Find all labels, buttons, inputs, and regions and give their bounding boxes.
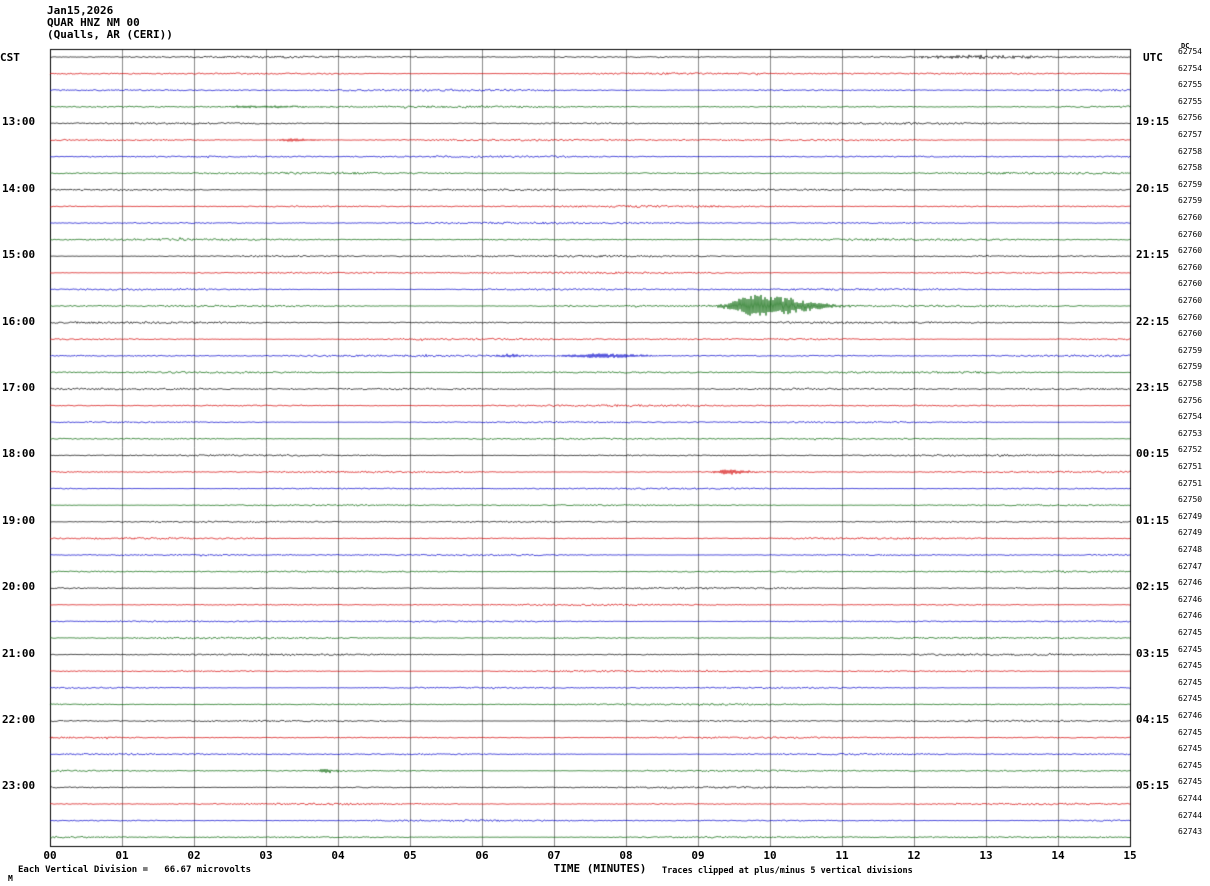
utc-time-label: 02:15 bbox=[1136, 580, 1170, 594]
cst-time-label: 13:00 bbox=[2, 115, 36, 129]
scale-note: Each Vertical Division = 66.67 microvolt… bbox=[18, 865, 251, 875]
dc-offset-value: 62745 bbox=[1178, 628, 1203, 637]
dc-offset-value: 62745 bbox=[1178, 661, 1203, 671]
cst-time-label: 19:00 bbox=[2, 513, 36, 527]
utc-time-label: 21:15 bbox=[1136, 248, 1170, 262]
dc-offset-value: 62746 bbox=[1178, 594, 1203, 604]
dc-offset-value: 62745 bbox=[1178, 744, 1203, 754]
dc-offset-value: 62760 bbox=[1178, 229, 1203, 239]
x-tick-label: 00 bbox=[43, 849, 57, 862]
dc-offset-value: 62757 bbox=[1178, 130, 1203, 139]
dc-offset-value: 62745 bbox=[1178, 694, 1203, 704]
dc-offset-value: 62759 bbox=[1178, 362, 1203, 372]
header-date: Jan15,2026 bbox=[47, 4, 114, 17]
utc-time-label: 01:15 bbox=[1136, 513, 1170, 527]
dc-offset-value: 62755 bbox=[1178, 80, 1203, 90]
header-location: (Qualls, AR (CERI)) bbox=[47, 28, 173, 41]
dc-offset-value: 62745 bbox=[1178, 677, 1203, 687]
dc-offset-value: 62758 bbox=[1178, 379, 1203, 388]
x-tick-label: 12 bbox=[907, 849, 921, 862]
dc-offset-value: 62753 bbox=[1178, 428, 1203, 438]
x-tick-label: 02 bbox=[187, 849, 201, 862]
x-tick-label: 14 bbox=[1051, 849, 1065, 862]
x-tick-label: 11 bbox=[835, 849, 849, 862]
x-tick-label: 07 bbox=[547, 849, 561, 862]
dc-offset-value: 62754 bbox=[1178, 47, 1203, 56]
clip-note: Traces clipped at plus/minus 5 vertical … bbox=[662, 866, 913, 876]
dc-offset-value: 62760 bbox=[1178, 312, 1203, 322]
utc-time-label: 23:15 bbox=[1136, 381, 1170, 394]
dc-offset-value: 62746 bbox=[1178, 711, 1203, 720]
dc-offset-value: 62747 bbox=[1178, 561, 1203, 571]
cst-time-label: 18:00 bbox=[2, 447, 36, 461]
dc-offset-value: 62760 bbox=[1178, 262, 1203, 272]
dc-offset-value: 62745 bbox=[1178, 644, 1203, 654]
x-tick-label: 01 bbox=[115, 849, 129, 862]
dc-offset-value: 62745 bbox=[1178, 760, 1203, 770]
x-tick-label: 06 bbox=[475, 849, 489, 862]
cst-time-label: 20:00 bbox=[2, 580, 36, 594]
utc-time-label: 04:15 bbox=[1136, 713, 1170, 726]
dc-axis-title: DC bbox=[1181, 42, 1190, 50]
cst-time-label: 17:00 bbox=[2, 381, 36, 394]
dc-offset-value: 62758 bbox=[1178, 163, 1203, 173]
dc-offset-value: 62745 bbox=[1178, 777, 1203, 787]
dc-offset-value: 62759 bbox=[1178, 196, 1203, 206]
dc-offset-value: 62754 bbox=[1178, 63, 1203, 73]
dc-offset-value: 62760 bbox=[1178, 246, 1203, 256]
utc-time-label: 05:15 bbox=[1136, 779, 1170, 793]
dc-offset-value: 62756 bbox=[1178, 395, 1203, 405]
x-axis-label: TIME (MINUTES) bbox=[553, 862, 647, 875]
x-tick-label: 04 bbox=[331, 849, 345, 862]
dc-offset-value: 62751 bbox=[1178, 462, 1203, 471]
dc-offset-value: 62760 bbox=[1178, 296, 1203, 305]
cst-time-label: 16:00 bbox=[2, 314, 36, 328]
dc-offset-value: 62754 bbox=[1178, 412, 1203, 422]
dc-offset-value: 62744 bbox=[1178, 794, 1203, 803]
dc-offset-value: 62746 bbox=[1178, 611, 1203, 621]
dc-offset-value: 62760 bbox=[1178, 213, 1203, 222]
dc-offset-value: 62751 bbox=[1178, 478, 1203, 488]
dc-offset-value: 62748 bbox=[1178, 545, 1203, 554]
x-tick-label: 13 bbox=[979, 849, 993, 862]
dc-offset-value: 62759 bbox=[1178, 179, 1203, 189]
utc-time-label: 22:15 bbox=[1136, 314, 1170, 328]
x-tick-label: 10 bbox=[763, 849, 777, 862]
cst-time-label: 22:00 bbox=[2, 713, 36, 726]
header-station: QUAR HNZ NM 00 bbox=[47, 16, 140, 29]
utc-time-label: 03:15 bbox=[1136, 646, 1170, 660]
dc-offset-value: 62749 bbox=[1178, 511, 1203, 521]
cst-time-label: 23:00 bbox=[2, 779, 36, 793]
dc-offset-value: 62756 bbox=[1178, 113, 1203, 123]
dc-offset-value: 62745 bbox=[1178, 727, 1203, 737]
dc-offset-value: 62744 bbox=[1178, 810, 1203, 820]
dc-offset-value: 62743 bbox=[1178, 827, 1203, 837]
x-tick-label: 05 bbox=[403, 849, 417, 862]
utc-time-label: 20:15 bbox=[1136, 181, 1170, 195]
cst-time-label: 14:00 bbox=[2, 181, 36, 195]
dc-offset-value: 62760 bbox=[1178, 329, 1203, 339]
utc-time-label: 00:15 bbox=[1136, 447, 1170, 461]
dc-offset-value: 62749 bbox=[1178, 528, 1203, 538]
x-tick-label: 15 bbox=[1123, 849, 1137, 862]
dc-offset-value: 62760 bbox=[1178, 279, 1203, 289]
x-tick-label: 03 bbox=[259, 849, 273, 862]
cst-time-label: 21:00 bbox=[2, 646, 36, 660]
dc-offset-value: 62759 bbox=[1178, 345, 1203, 355]
dc-offset-value: 62758 bbox=[1178, 146, 1203, 156]
right-axis-title: UTC bbox=[1143, 51, 1163, 64]
dc-offset-value: 62746 bbox=[1178, 578, 1203, 588]
cst-time-label: 15:00 bbox=[2, 248, 36, 262]
dc-offset-value: 62750 bbox=[1178, 495, 1203, 505]
left-axis-title: CST bbox=[0, 51, 20, 64]
utc-time-label: 19:15 bbox=[1136, 115, 1170, 129]
dc-offset-value: 62752 bbox=[1178, 445, 1203, 455]
dc-offset-value: 62755 bbox=[1178, 96, 1203, 106]
x-tick-label: 09 bbox=[691, 849, 705, 862]
x-tick-label: 08 bbox=[619, 849, 633, 862]
corner-mark: M bbox=[8, 874, 13, 883]
